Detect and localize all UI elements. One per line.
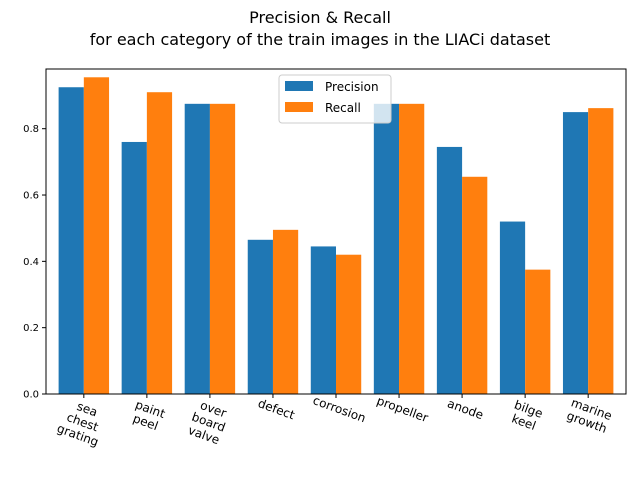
- legend-swatch-recall: [285, 102, 313, 112]
- bar-precision-2: [184, 103, 210, 394]
- x-tick-label-line: anode: [446, 396, 486, 422]
- y-tick-label: 0.2: [23, 323, 39, 334]
- legend-label-precision: Precision: [325, 80, 379, 94]
- legend-label-recall: Recall: [325, 101, 361, 115]
- bar-recall-3: [272, 229, 299, 394]
- chart-subtitle: for each category of the train images in…: [90, 30, 551, 49]
- x-tick-label-5: propeller: [375, 393, 430, 425]
- x-tick-label-0: seachestgrating: [55, 395, 110, 449]
- bar-precision-5: [373, 103, 400, 394]
- bar-recall-6: [462, 176, 488, 394]
- x-tick-label-1: paintpeel: [129, 397, 168, 434]
- bars-group: [58, 77, 614, 395]
- bar-precision-3: [247, 239, 273, 394]
- bar-recall-0: [83, 77, 110, 394]
- legend: Precision Recall: [278, 74, 392, 124]
- chart-title: Precision & Recall: [249, 8, 391, 27]
- bar-recall-4: [336, 254, 362, 394]
- plot-frame: [45, 68, 627, 395]
- x-tick-label-line: corrosion: [311, 393, 368, 425]
- x-tick-label-line: defect: [256, 396, 297, 422]
- x-tick-label-line: sea: [75, 399, 100, 419]
- x-tick-label-6: anode: [446, 396, 486, 422]
- x-tick-label-3: defect: [256, 396, 297, 422]
- bar-recall-5: [399, 103, 425, 394]
- legend-swatch-precision: [285, 81, 313, 91]
- bar-precision-1: [121, 141, 147, 394]
- bar-precision-6: [436, 146, 463, 394]
- x-tick-label-8: marinegrowth: [565, 395, 614, 436]
- x-tick-label-line: propeller: [375, 393, 430, 425]
- bar-precision-0: [58, 87, 84, 395]
- bar-precision-8: [562, 112, 589, 395]
- bar-recall-1: [146, 92, 173, 395]
- x-tick-label-4: corrosion: [311, 393, 368, 425]
- y-tick-label: 0.4: [23, 257, 39, 268]
- y-tick-label: 0.0: [23, 390, 39, 401]
- bar-recall-7: [525, 269, 551, 394]
- y-tick-label: 0.8: [23, 124, 39, 135]
- y-tick-label: 0.6: [23, 191, 39, 202]
- y-axis: 0.0 0.2 0.4 0.6 0.8: [23, 124, 46, 401]
- x-axis: seachestgrating paintpeel overboardvalve de…: [55, 393, 614, 449]
- bar-precision-7: [499, 221, 526, 394]
- x-tick-label-2: overboardvalve: [185, 397, 232, 448]
- x-tick-label-7: bilgekeel: [508, 398, 545, 434]
- bar-recall-8: [588, 108, 614, 394]
- bar-recall-2: [209, 103, 236, 394]
- bar-precision-4: [310, 246, 336, 394]
